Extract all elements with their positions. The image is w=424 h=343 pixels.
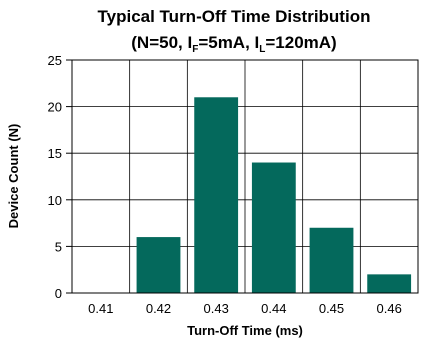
grid-lines [72, 60, 418, 293]
y-tick-label: 5 [55, 239, 62, 254]
y-tick-label: 10 [48, 193, 62, 208]
bar-0.43 [194, 97, 239, 293]
bar-0.46 [367, 274, 412, 293]
x-axis-label: Turn-Off Time (ms) [187, 323, 303, 338]
y-tick-label: 25 [48, 53, 62, 68]
x-axis-ticks: 0.41 0.42 0.43 0.44 0.45 0.46 [88, 301, 402, 316]
bar-0.45 [309, 227, 354, 293]
y-tick-label: 0 [55, 286, 62, 301]
bar-0.42 [136, 237, 181, 293]
bars [136, 97, 412, 293]
x-tick-label: 0.46 [377, 301, 402, 316]
x-tick-label: 0.43 [204, 301, 229, 316]
chart-title-line1: Typical Turn-Off Time Distribution [98, 7, 371, 26]
x-tick-label: 0.44 [261, 301, 286, 316]
y-tick-label: 15 [48, 146, 62, 161]
bar-0.44 [251, 162, 296, 293]
y-axis-ticks: 0 5 10 15 20 25 [48, 53, 72, 301]
x-tick-label: 0.41 [88, 301, 113, 316]
chart-title-line2: (N=50, IF=5mA, IL=120mA) [131, 33, 336, 55]
x-tick-label: 0.45 [319, 301, 344, 316]
y-axis-label: Device Count (N) [6, 124, 21, 229]
plot-frame [71, 59, 419, 294]
x-tick-label: 0.42 [146, 301, 171, 316]
y-tick-label: 20 [48, 100, 62, 115]
